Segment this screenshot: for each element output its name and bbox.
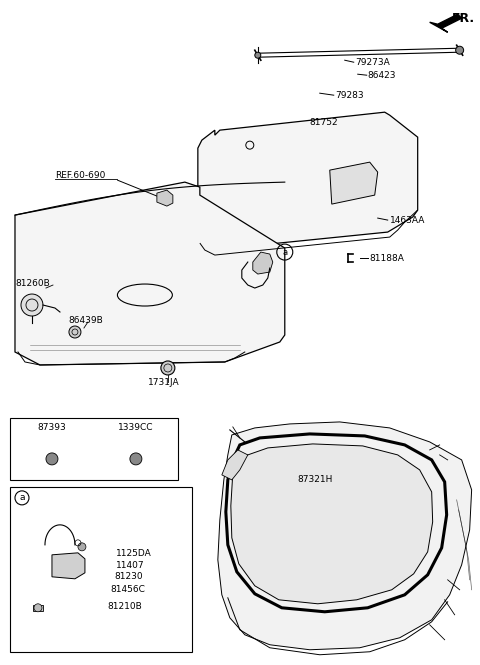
Circle shape [69, 326, 81, 338]
Polygon shape [330, 162, 378, 204]
Circle shape [456, 47, 464, 55]
Polygon shape [222, 450, 248, 480]
Text: REF.60-690: REF.60-690 [55, 171, 105, 180]
Circle shape [130, 453, 142, 465]
Circle shape [255, 53, 261, 59]
Text: 79273A: 79273A [355, 58, 389, 66]
Polygon shape [218, 422, 472, 650]
Circle shape [21, 294, 43, 316]
Polygon shape [231, 444, 432, 604]
Polygon shape [430, 14, 462, 32]
Polygon shape [15, 182, 285, 365]
Polygon shape [198, 112, 418, 250]
Polygon shape [253, 252, 273, 274]
Text: 81456C: 81456C [110, 585, 145, 595]
Circle shape [46, 453, 58, 465]
Text: 1463AA: 1463AA [390, 215, 425, 225]
Text: 1731JA: 1731JA [148, 378, 180, 388]
Text: 81260B: 81260B [15, 279, 50, 287]
Polygon shape [157, 190, 173, 206]
Text: 81188A: 81188A [370, 253, 405, 263]
Text: 81230: 81230 [114, 573, 143, 581]
Text: 86423: 86423 [368, 70, 396, 80]
Text: 81210B: 81210B [107, 602, 142, 611]
Bar [10, 487, 192, 652]
Text: 1125DA: 1125DA [116, 549, 152, 559]
Circle shape [34, 604, 42, 612]
Text: 87321H: 87321H [298, 475, 333, 484]
Text: 11407: 11407 [116, 561, 144, 571]
Text: FR.: FR. [452, 12, 475, 25]
Polygon shape [52, 553, 85, 579]
Text: 1339CC: 1339CC [118, 424, 154, 432]
Text: 81752: 81752 [310, 118, 338, 126]
Circle shape [78, 543, 86, 551]
Circle shape [161, 361, 175, 375]
Text: a: a [19, 493, 25, 502]
Text: 87393: 87393 [37, 424, 66, 432]
Bar [10, 418, 178, 480]
Text: 86439B: 86439B [68, 315, 103, 325]
Text: 79283: 79283 [335, 90, 363, 100]
Polygon shape [33, 604, 43, 610]
Text: a: a [282, 247, 288, 257]
